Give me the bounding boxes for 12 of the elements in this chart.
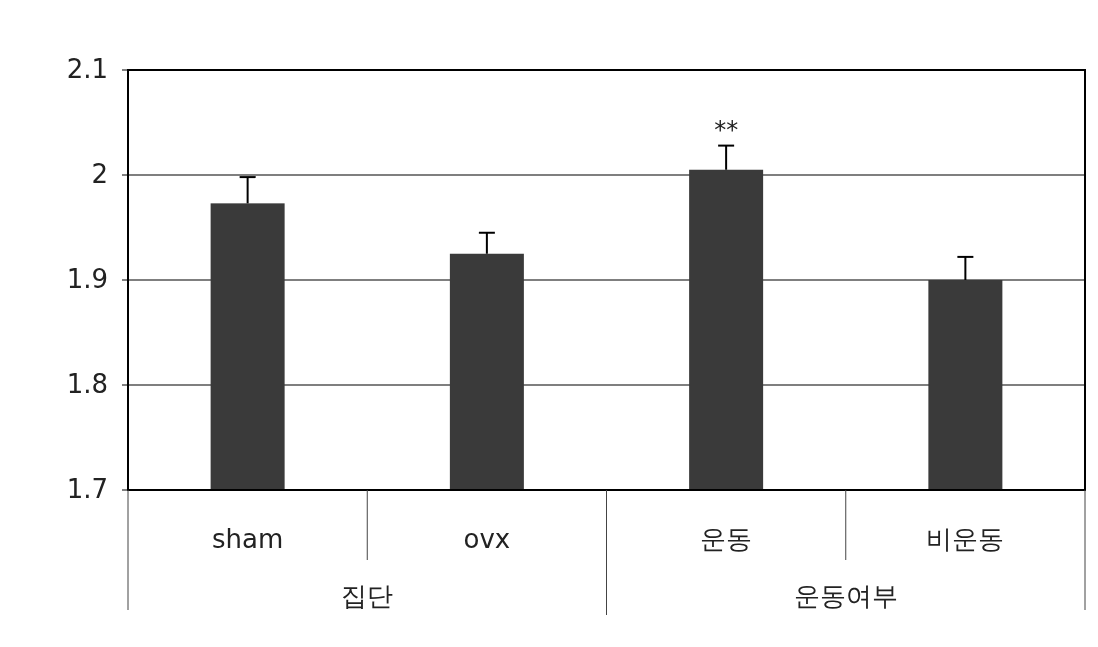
y-tick-label: 1.8	[66, 369, 108, 399]
x-tick-label: 운동	[700, 524, 753, 554]
y-tick-label: 2.1	[66, 54, 108, 84]
x-tick-label: sham	[211, 524, 284, 554]
y-tick-label: 1.7	[66, 474, 108, 504]
y-tick-label: 2	[91, 159, 108, 189]
y-tick-label: 1.9	[66, 264, 108, 294]
text: 집단	[341, 581, 394, 611]
annotation: **	[714, 115, 739, 144]
x-tick-label: 비운동	[926, 524, 1005, 554]
x-tick-label: ovx	[463, 524, 511, 554]
text: 운동여부	[793, 581, 898, 611]
